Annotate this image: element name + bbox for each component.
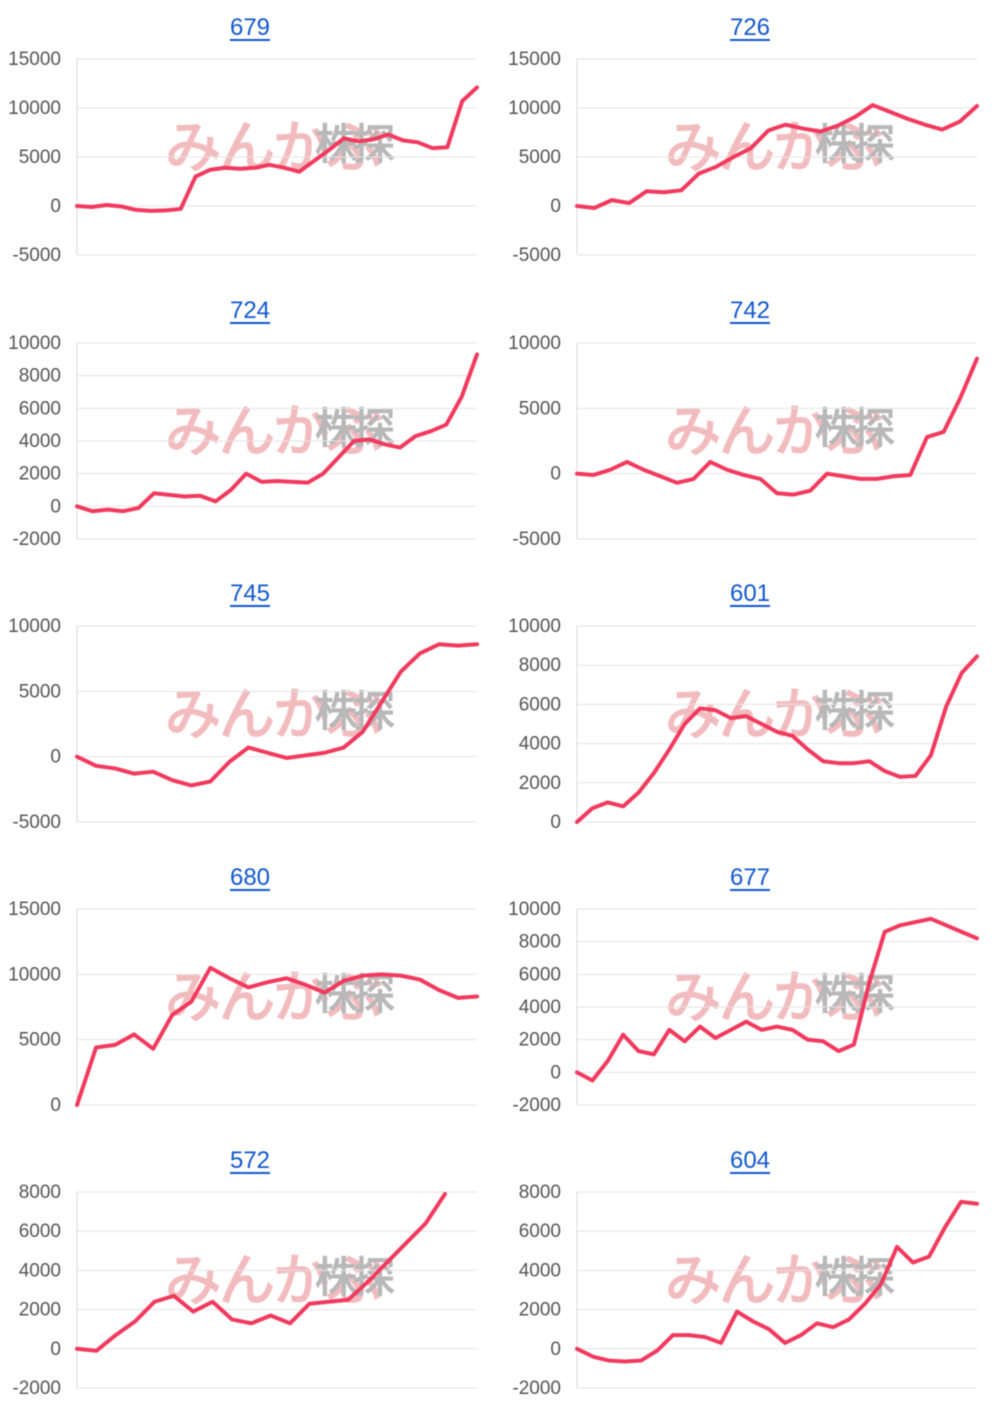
svg-text:-5000: -5000 bbox=[12, 812, 61, 833]
svg-text:10000: 10000 bbox=[508, 616, 561, 637]
svg-text:-2000: -2000 bbox=[512, 1378, 561, 1399]
svg-text:5000: 5000 bbox=[19, 1030, 61, 1051]
svg-text:0: 0 bbox=[550, 463, 561, 484]
svg-text:0: 0 bbox=[50, 746, 61, 767]
svg-text:15000: 15000 bbox=[8, 49, 61, 70]
svg-text:8000: 8000 bbox=[519, 932, 561, 953]
svg-text:2000: 2000 bbox=[519, 773, 561, 794]
svg-text:4000: 4000 bbox=[19, 1261, 61, 1282]
svg-text:6000: 6000 bbox=[519, 964, 561, 985]
svg-text:10000: 10000 bbox=[508, 333, 561, 354]
svg-text:-2000: -2000 bbox=[12, 1378, 61, 1399]
svg-text:8000: 8000 bbox=[519, 1182, 561, 1203]
svg-text:10000: 10000 bbox=[8, 616, 61, 637]
svg-text:8000: 8000 bbox=[19, 365, 61, 386]
svg-text:4000: 4000 bbox=[519, 1261, 561, 1282]
svg-text:15000: 15000 bbox=[8, 899, 61, 920]
svg-text:0: 0 bbox=[550, 196, 561, 217]
svg-text:15000: 15000 bbox=[508, 49, 561, 70]
svg-text:8000: 8000 bbox=[19, 1182, 61, 1203]
svg-text:10000: 10000 bbox=[8, 964, 61, 985]
svg-text:10000: 10000 bbox=[508, 899, 561, 920]
svg-text:0: 0 bbox=[550, 1062, 561, 1083]
svg-text:0: 0 bbox=[50, 496, 61, 517]
svg-text:6000: 6000 bbox=[519, 1221, 561, 1242]
svg-text:-5000: -5000 bbox=[512, 245, 561, 266]
svg-text:2000: 2000 bbox=[519, 1030, 561, 1051]
svg-text:4000: 4000 bbox=[19, 431, 61, 452]
svg-text:4000: 4000 bbox=[519, 733, 561, 754]
svg-text:4000: 4000 bbox=[519, 997, 561, 1018]
svg-text:-2000: -2000 bbox=[512, 1095, 561, 1116]
svg-text:6000: 6000 bbox=[19, 1221, 61, 1242]
svg-text:0: 0 bbox=[50, 1339, 61, 1360]
svg-text:2000: 2000 bbox=[19, 463, 61, 484]
svg-text:0: 0 bbox=[550, 812, 561, 833]
svg-text:8000: 8000 bbox=[519, 655, 561, 676]
svg-text:5000: 5000 bbox=[19, 681, 61, 702]
svg-text:5000: 5000 bbox=[519, 147, 561, 168]
svg-text:6000: 6000 bbox=[19, 398, 61, 419]
svg-text:-2000: -2000 bbox=[12, 529, 61, 550]
svg-text:5000: 5000 bbox=[19, 147, 61, 168]
svg-text:5000: 5000 bbox=[519, 398, 561, 419]
svg-text:-5000: -5000 bbox=[12, 245, 61, 266]
svg-text:10000: 10000 bbox=[8, 333, 61, 354]
svg-text:2000: 2000 bbox=[519, 1300, 561, 1321]
svg-text:0: 0 bbox=[50, 196, 61, 217]
svg-text:6000: 6000 bbox=[519, 694, 561, 715]
svg-text:-5000: -5000 bbox=[512, 529, 561, 550]
svg-text:10000: 10000 bbox=[8, 98, 61, 119]
svg-text:0: 0 bbox=[50, 1095, 61, 1116]
svg-text:10000: 10000 bbox=[508, 98, 561, 119]
svg-text:2000: 2000 bbox=[19, 1300, 61, 1321]
svg-text:0: 0 bbox=[550, 1339, 561, 1360]
